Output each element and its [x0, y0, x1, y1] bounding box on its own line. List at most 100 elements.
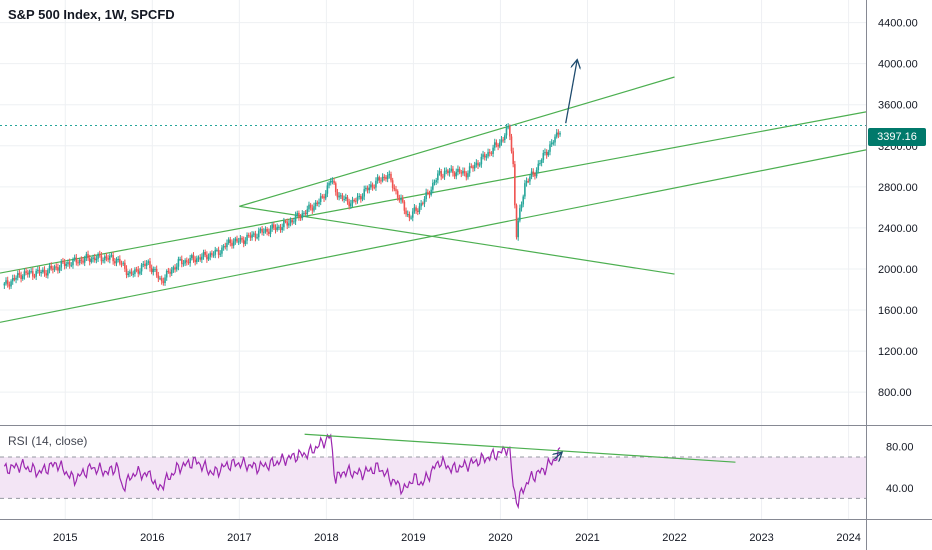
x-tick-label: 2016: [140, 532, 164, 544]
candle-body: [462, 170, 464, 174]
candle-body: [254, 233, 257, 238]
price-trendlines: [0, 76, 867, 323]
candle-body: [209, 253, 212, 257]
candle-body: [406, 214, 409, 216]
candle-body: [468, 166, 471, 174]
candle-body: [425, 192, 427, 200]
candle-body: [180, 259, 183, 264]
candle-body: [47, 270, 49, 276]
rsi-line: [3, 433, 561, 510]
candle-body: [415, 207, 417, 211]
candle-body: [154, 268, 156, 270]
candle-body: [478, 164, 481, 166]
y-tick-label: 4400.00: [878, 18, 918, 30]
candle-body: [473, 164, 476, 169]
candle-body: [303, 212, 305, 214]
candle-body: [108, 255, 111, 260]
candle-body: [85, 254, 88, 259]
candle-body: [122, 262, 124, 264]
candle-body: [288, 223, 290, 226]
candle-body: [13, 278, 16, 280]
candle-body: [221, 247, 223, 254]
candle-body: [35, 270, 37, 277]
candle-body: [6, 280, 9, 285]
chart-title: S&P 500 Index, 1W, SPCFD: [8, 7, 175, 22]
candle-body: [452, 168, 454, 174]
candle-body: [318, 201, 320, 204]
rsi-trendline: [304, 433, 736, 463]
candle-body: [514, 164, 516, 206]
candle-body: [149, 261, 151, 269]
candle-body: [232, 241, 235, 246]
candle-body: [107, 258, 109, 260]
candle-body: [334, 183, 337, 193]
candle-body: [498, 142, 501, 147]
candle-body: [435, 180, 437, 182]
candle-body: [403, 201, 406, 211]
candle-body: [421, 203, 424, 205]
candle-body: [68, 262, 71, 266]
candle-body: [534, 173, 536, 177]
candle-body: [344, 197, 347, 199]
candle-body: [470, 166, 473, 168]
candle-body: [40, 272, 42, 274]
rsi-indicator-label[interactable]: RSI (14, close): [8, 434, 88, 448]
candle-body: [413, 207, 416, 212]
candle-body: [78, 259, 81, 264]
candle-body: [380, 180, 382, 182]
candle-body: [251, 234, 253, 238]
candle-body: [87, 254, 89, 259]
candle-body: [453, 173, 456, 177]
candle-body: [239, 237, 242, 242]
candle-body: [21, 276, 24, 279]
candle-body: [535, 169, 538, 177]
candle-body: [393, 187, 396, 190]
candle-body: [16, 273, 19, 278]
candle-body: [281, 227, 283, 230]
candle-body: [314, 202, 317, 207]
candle-body: [102, 260, 104, 262]
candle-body: [350, 203, 352, 207]
candle-body: [18, 273, 21, 275]
candle-body: [259, 228, 262, 231]
candle-body: [95, 258, 98, 261]
candle-body: [375, 180, 377, 188]
candle-body: [480, 156, 483, 165]
candle-body: [416, 210, 419, 212]
candle-body: [308, 204, 310, 210]
candle-body: [211, 253, 213, 255]
candle-body: [224, 246, 227, 248]
candle-body: [547, 151, 550, 156]
candle-body: [433, 181, 436, 183]
candle-body: [32, 271, 34, 277]
candle-body: [187, 262, 190, 264]
candle-body: [244, 240, 247, 244]
candle-body: [75, 257, 78, 263]
candle-body: [495, 142, 498, 145]
candle-body: [58, 267, 61, 271]
candle-body: [93, 257, 96, 261]
candle-body: [298, 212, 300, 218]
candle-body: [418, 206, 421, 212]
candle-body: [8, 284, 11, 287]
candle-body: [552, 142, 555, 144]
candle-body: [316, 202, 319, 204]
candle-body: [246, 234, 248, 241]
rsi-band-fill: [0, 457, 866, 499]
candle-body: [360, 195, 362, 200]
candle-body: [15, 277, 17, 280]
candle-body: [398, 197, 401, 201]
candle-body: [65, 263, 68, 266]
candle-body: [383, 176, 386, 178]
candle-body: [217, 249, 220, 255]
candle-body: [348, 201, 350, 207]
candle-body: [249, 235, 252, 238]
candle-body: [72, 259, 74, 266]
candle-body: [381, 176, 384, 181]
candle-body: [313, 206, 315, 211]
candle-body: [515, 205, 518, 238]
candle-body: [289, 220, 292, 224]
candle-body: [336, 192, 339, 198]
candle-body: [396, 191, 399, 198]
candle-body: [165, 270, 168, 278]
